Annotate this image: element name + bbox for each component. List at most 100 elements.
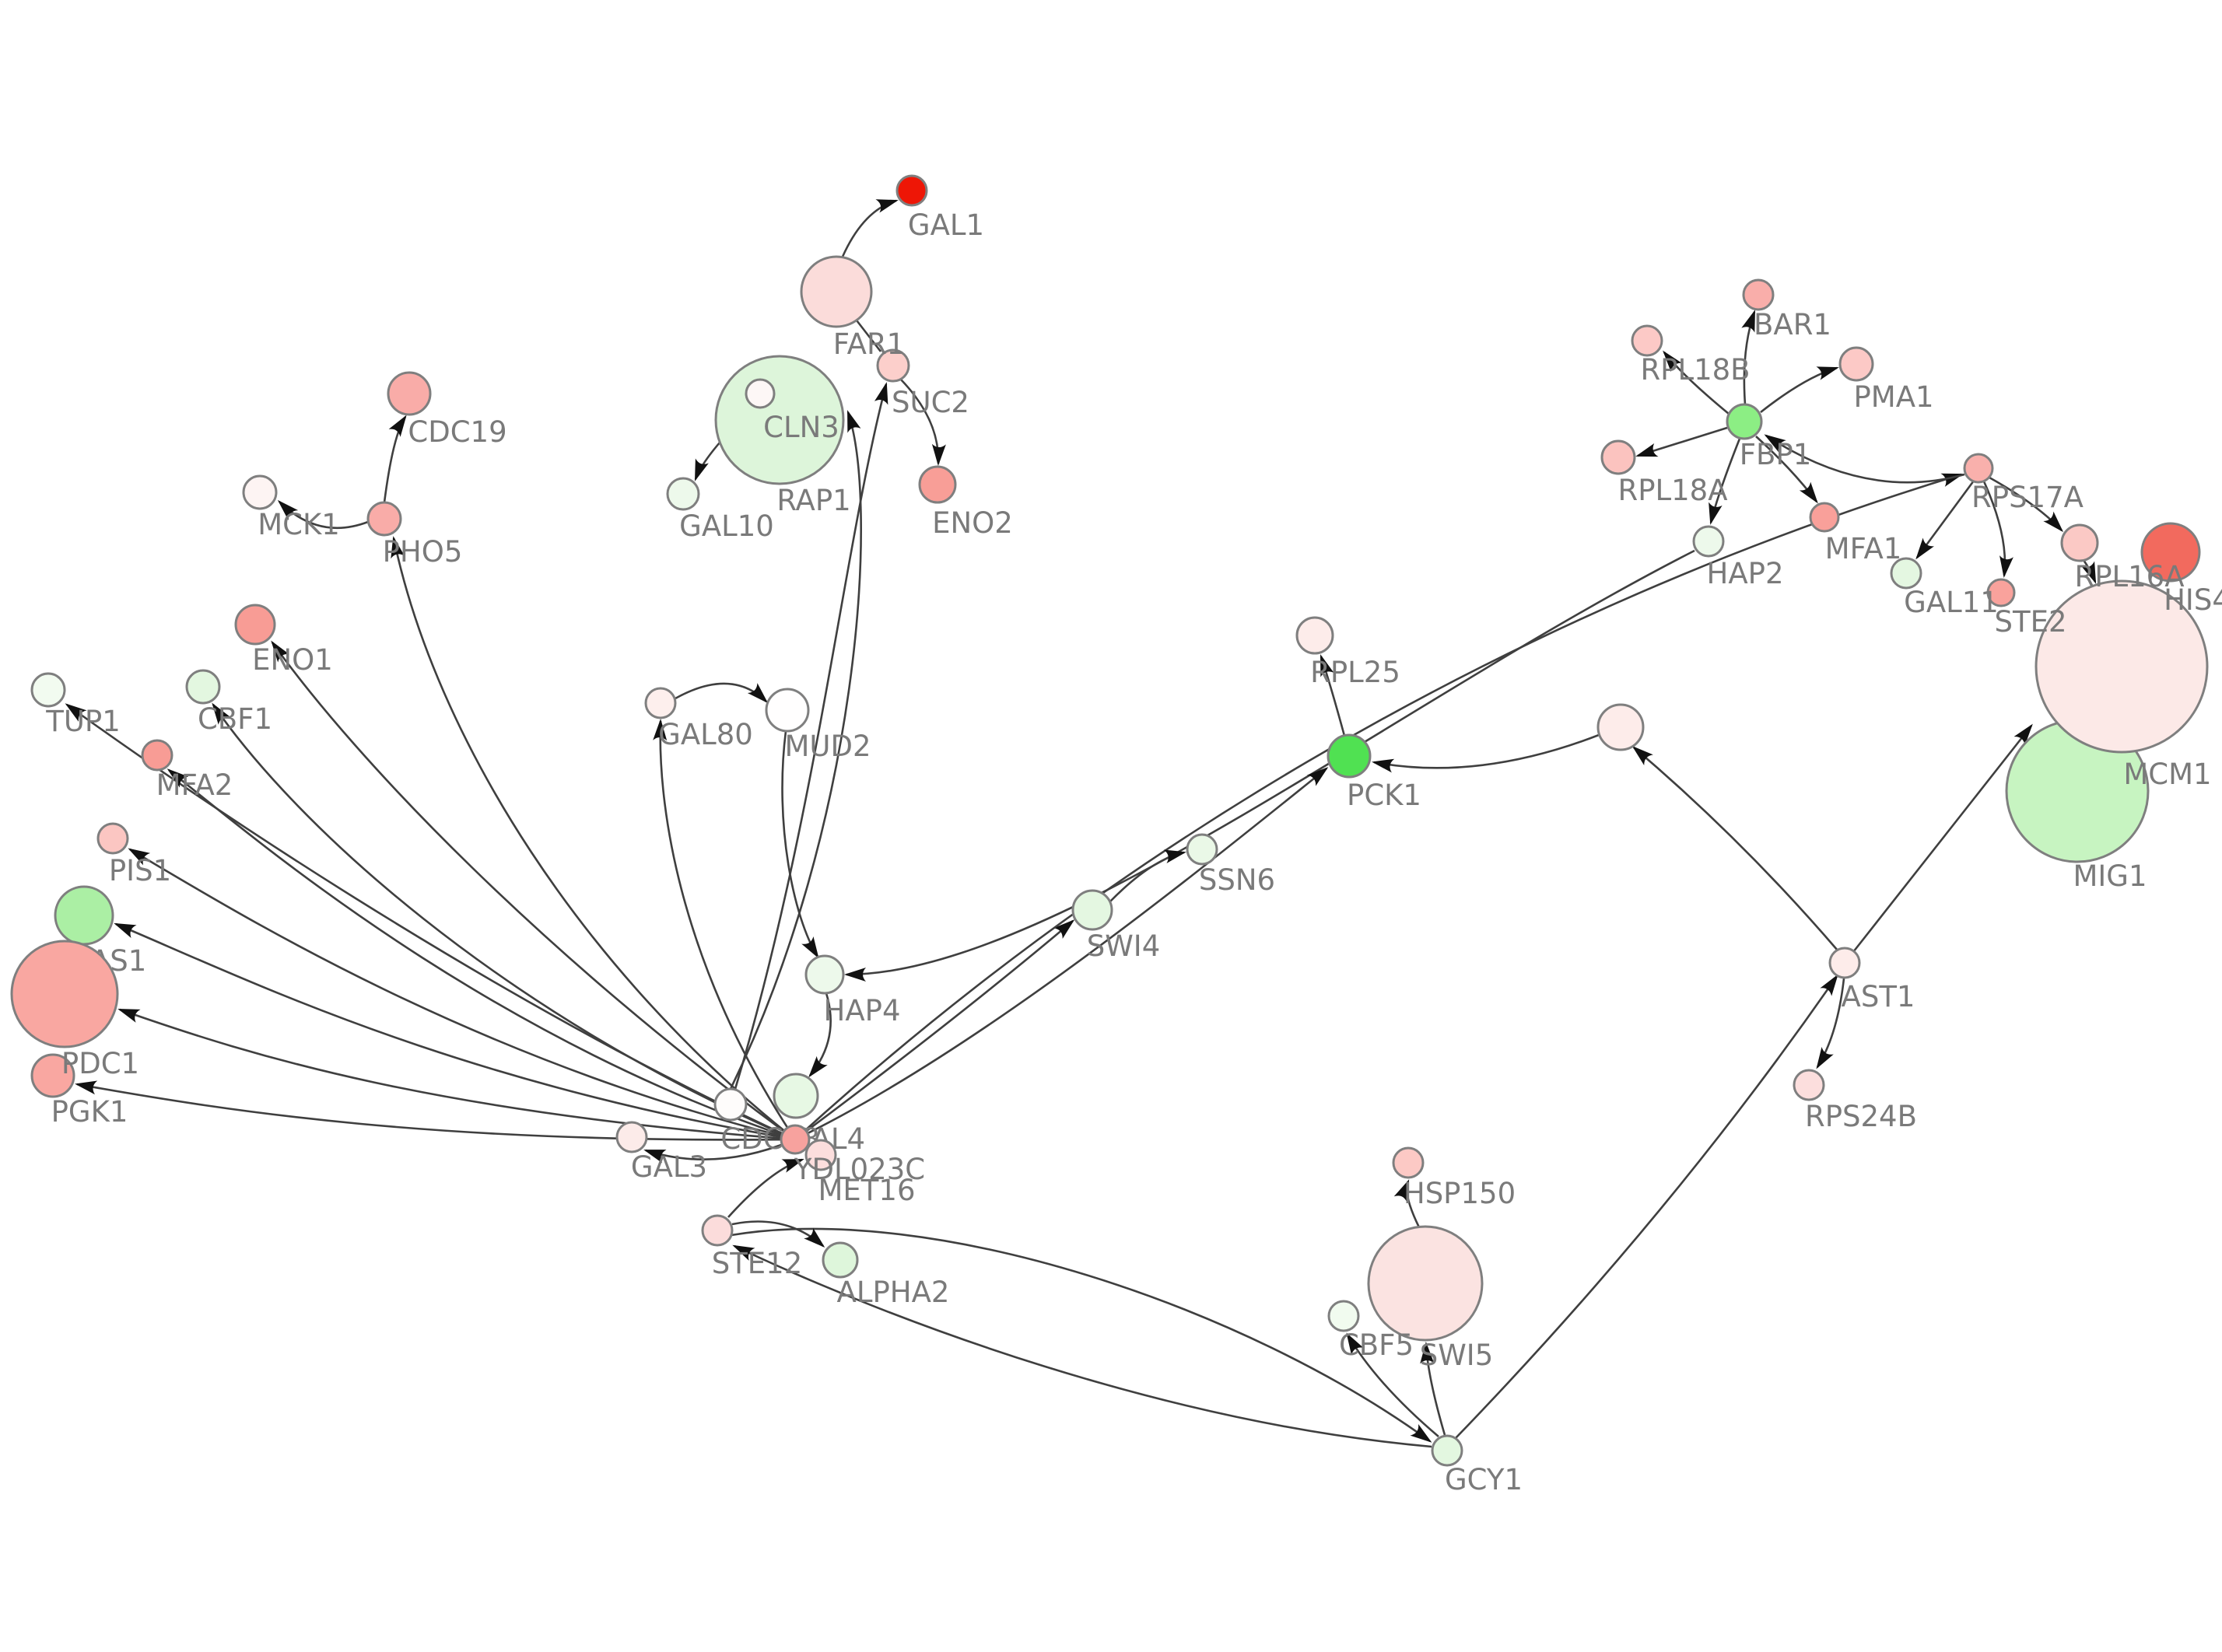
node-gal1[interactable] <box>895 174 928 207</box>
edge-rps17a-rpl16a[interactable] <box>1989 476 2064 533</box>
edge-cdc28-suc2[interactable] <box>734 382 888 1090</box>
node-ras1[interactable] <box>54 885 114 946</box>
edge-mud2-hap4[interactable] <box>781 730 819 959</box>
node-ste12[interactable] <box>701 1214 734 1247</box>
edge-rps17a-gal11[interactable] <box>1915 480 1975 560</box>
edge-swi4-ssn6[interactable] <box>1109 849 1186 902</box>
edge-fbp1-rpl18b[interactable] <box>1663 350 1730 415</box>
edge-ydl023c-cbf1[interactable] <box>212 702 796 1141</box>
edge-ydl023c-pgk1[interactable] <box>75 1080 796 1141</box>
node-gal10[interactable] <box>666 477 700 511</box>
node-fbp1[interactable] <box>1726 403 1763 440</box>
node-cbf5[interactable] <box>1327 1300 1360 1332</box>
edge-gal80-mud2[interactable] <box>675 682 769 704</box>
edge-ydl023c-swi4[interactable] <box>794 919 1075 1141</box>
node-hsp150[interactable] <box>1392 1146 1425 1179</box>
edge-ydl023c-pck1[interactable] <box>794 767 1329 1141</box>
edge-far1-suc2[interactable] <box>853 317 882 352</box>
edge-swi5-hsp150[interactable] <box>1393 1179 1421 1228</box>
edge-unnamed-pck1[interactable] <box>1372 733 1600 773</box>
node-gal11[interactable] <box>1890 557 1922 590</box>
node-eno1[interactable] <box>234 604 276 646</box>
node-pis1[interactable] <box>96 822 129 855</box>
node-met16[interactable] <box>804 1139 837 1171</box>
node-ast1[interactable] <box>1828 947 1861 979</box>
edge-ydl023c-pdc1[interactable] <box>117 1008 796 1141</box>
edge-ydl023c-pho5[interactable] <box>391 536 796 1141</box>
edge-far1-gal1[interactable] <box>841 199 899 257</box>
node-cdc19[interactable] <box>387 371 432 416</box>
edge-gcy1-ast1[interactable] <box>1454 974 1838 1440</box>
edge-ydl023c-gal80[interactable] <box>653 719 797 1140</box>
edge-pho5-cdc19[interactable] <box>383 415 407 503</box>
node-gal80[interactable] <box>644 687 677 719</box>
edge-ydl023c-eno1[interactable] <box>271 640 796 1141</box>
node-ydl023c[interactable] <box>780 1124 811 1155</box>
node-pck1[interactable] <box>1327 733 1372 779</box>
node-pma1[interactable] <box>1838 346 1874 382</box>
node-eno2[interactable] <box>918 465 957 504</box>
node-mcm1[interactable] <box>2034 579 2209 754</box>
edge-pho5-mck1[interactable] <box>277 499 369 530</box>
label-met16: MET16 <box>818 1174 916 1207</box>
node-gal3[interactable] <box>615 1121 648 1153</box>
node-ste2[interactable] <box>1986 578 2016 607</box>
edge-hap4-gal4[interactable] <box>808 992 832 1078</box>
edge-ast1-rps24b[interactable] <box>1816 978 1845 1069</box>
edge-cdc28-cln3[interactable] <box>729 410 862 1090</box>
node-unnamed[interactable] <box>1596 703 1645 751</box>
edge-fbp1-hap2[interactable] <box>1709 438 1741 525</box>
node-rpl16a[interactable] <box>2060 523 2099 562</box>
node-rps24b[interactable] <box>1793 1069 1825 1101</box>
edge-fbp1-pma1[interactable] <box>1760 366 1839 414</box>
edge-ydl023c-gal3[interactable] <box>643 1138 796 1164</box>
edge-ste12-gcy1[interactable] <box>731 1227 1432 1443</box>
edge-hap2-hap4[interactable] <box>844 549 1695 982</box>
node-gcy1[interactable] <box>1431 1434 1463 1467</box>
node-mfa2[interactable] <box>141 739 173 772</box>
edge-rps17a-fbp1[interactable] <box>1764 434 1965 484</box>
edge-ydl023c-ras1[interactable] <box>114 922 796 1141</box>
node-mck1[interactable] <box>242 474 278 510</box>
node-alpha2[interactable] <box>822 1241 859 1279</box>
node-hap4[interactable] <box>804 954 845 995</box>
edge-ste12-met16[interactable] <box>727 1158 804 1218</box>
edge-rps17a-ste2[interactable] <box>1982 481 2013 578</box>
edge-fbp1-rpl18a[interactable] <box>1635 426 1728 457</box>
node-bar1[interactable] <box>1742 278 1775 311</box>
node-his4[interactable] <box>2140 522 2201 583</box>
edge-ydl023c-rps17a[interactable] <box>794 473 1964 1140</box>
node-suc2[interactable] <box>876 348 910 383</box>
node-rps17a[interactable] <box>1963 453 1994 484</box>
node-pgk1[interactable] <box>30 1053 75 1098</box>
node-cbf1[interactable] <box>185 669 221 705</box>
node-pho5[interactable] <box>366 501 402 537</box>
node-cdc28[interactable] <box>713 1087 748 1122</box>
edge-pck1-rpl25[interactable] <box>1320 654 1346 737</box>
node-rpl18b[interactable] <box>1631 324 1663 357</box>
node-far1[interactable] <box>800 255 873 328</box>
node-rpl18a[interactable] <box>1600 439 1636 475</box>
node-gal4[interactable] <box>773 1073 819 1119</box>
node-rpl25[interactable] <box>1295 616 1334 655</box>
edge-fbp1-mfa1[interactable] <box>1755 436 1818 504</box>
edge-fbp1-bar1[interactable] <box>1741 310 1756 405</box>
edge-ydl023c-mfa2[interactable] <box>166 768 796 1141</box>
node-swi5[interactable] <box>1367 1225 1484 1342</box>
edge-ast1-unnamed[interactable] <box>1631 746 1838 951</box>
node-tup1[interactable] <box>30 672 66 708</box>
node-hap2[interactable] <box>1692 525 1725 558</box>
edge-ydl023c-pis1[interactable] <box>128 848 796 1141</box>
node-swi4[interactable] <box>1071 889 1113 931</box>
node-ssn6[interactable] <box>1186 833 1218 866</box>
edge-suc2-eno2[interactable] <box>900 379 946 466</box>
node-mud2[interactable] <box>765 688 810 733</box>
edge-ast1-mcm1[interactable] <box>1852 723 2033 953</box>
node-pdc1[interactable] <box>10 940 119 1048</box>
edge-gcy1-ste12[interactable] <box>732 1244 1432 1448</box>
node-mfa1[interactable] <box>1809 502 1840 533</box>
edge-ste12-alpha2[interactable] <box>731 1220 825 1248</box>
edge-rpl16a-mcm1[interactable] <box>2081 559 2097 584</box>
edge-gcy1-swi5[interactable] <box>1420 1342 1446 1436</box>
node-rap1[interactable] <box>745 378 776 409</box>
